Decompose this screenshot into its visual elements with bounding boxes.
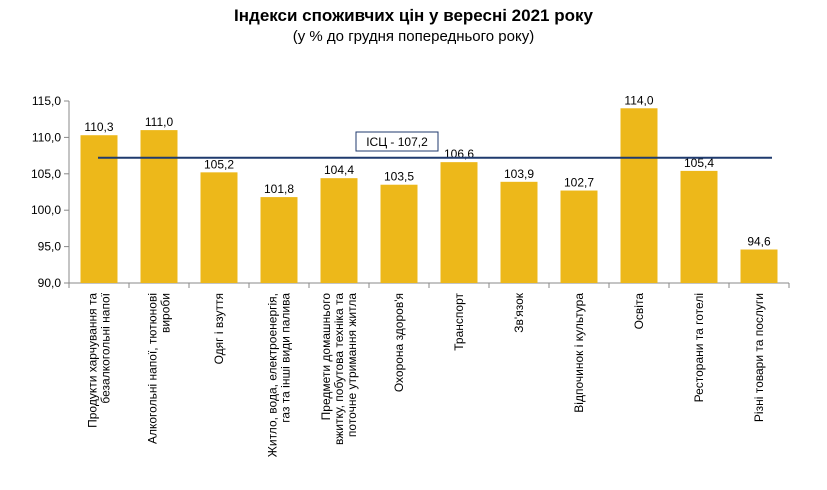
x-category-label-line: Охорона здоров'я [392,293,406,392]
data-label: 103,5 [384,170,414,184]
bar [680,170,718,283]
x-category-label-line: Відпочинок і культура [572,293,586,413]
x-category-label-line: газ та інші види палива [279,293,293,423]
bar [740,249,778,283]
x-category-label: Транспорт [452,293,466,351]
reference-label-box [355,131,439,152]
x-category-label: Житло, вода, електроенергія, газ та інші … [266,293,293,458]
y-tick-label: 110,0 [32,130,61,144]
x-category-label-line: Транспорт [452,293,466,351]
x-category-label-line: Алкогольні напої, тютюнові [146,293,160,444]
x-category-label-line: Освіта [632,293,646,330]
data-label: 105,4 [684,156,714,170]
bar [80,135,118,283]
x-category-label-line: безалкогольні напої [99,292,113,403]
bar [140,130,178,283]
x-category-label: Алкогольні напої, тютюнові вироби [146,293,173,444]
data-label: 101,8 [264,182,294,196]
x-category-label: Відпочинок і культура [572,293,586,413]
x-category-label-line: Ресторани та готелі [692,293,706,402]
y-tick-label: 95,0 [38,240,62,254]
bar [560,190,598,283]
x-category-label-line: вжитку, побутова техніка та [332,293,346,445]
data-label: 110,3 [84,120,113,134]
bar [620,108,658,283]
y-tick-label: 90,0 [38,276,62,290]
bar [500,181,538,283]
data-label: 111,0 [145,115,174,129]
data-label: 102,7 [564,176,594,190]
chart-subtitle: (у % до грудня попереднього року) [292,28,535,45]
x-category-label-line: Житло, вода, електроенергія, [266,293,280,457]
bar [440,162,478,283]
x-category-label: Одяг і взуття [212,293,226,364]
x-category-label-line: Предмети домашнього [319,293,333,421]
x-category-label: Зв'язок [512,292,526,332]
y-tick-label: 100,0 [31,203,61,217]
reference-label: ІСЦ - 107,2 [366,135,428,149]
data-label: 105,2 [204,157,234,171]
x-category-label: Різні товари та послуги [752,293,766,422]
x-category-label-line: Зв'язок [512,292,526,332]
data-label: 106,6 [444,147,474,161]
data-label: 103,9 [504,167,534,181]
bar [320,178,358,283]
chart-title: Індекси споживчих цін у вересні 2021 рок… [234,6,593,25]
bar [200,172,238,283]
data-label: 104,4 [324,163,354,177]
x-category-label: Ресторани та готелі [692,293,706,402]
data-label: 94,6 [747,235,771,249]
x-category-label-line: Одяг і взуття [212,293,226,364]
x-category-label: Предмети домашнього вжитку, побутова техн… [319,293,359,445]
x-category-label-line: Продукти харчування та [86,293,100,428]
x-category-label-line: Різні товари та послуги [752,293,766,422]
x-category-label-line: вироби [159,293,173,333]
x-category-label: Продукти харчування та безалкогольні напо… [86,292,113,428]
bar [260,197,298,283]
x-category-label: Освіта [632,293,646,330]
y-tick-label: 105,0 [31,167,61,181]
bar [380,184,418,283]
x-category-label: Охорона здоров'я [392,293,406,392]
data-label: 114,0 [624,93,653,107]
y-tick-label: 115,0 [32,94,61,108]
x-category-label-line: поточне утримання житла [345,293,359,437]
